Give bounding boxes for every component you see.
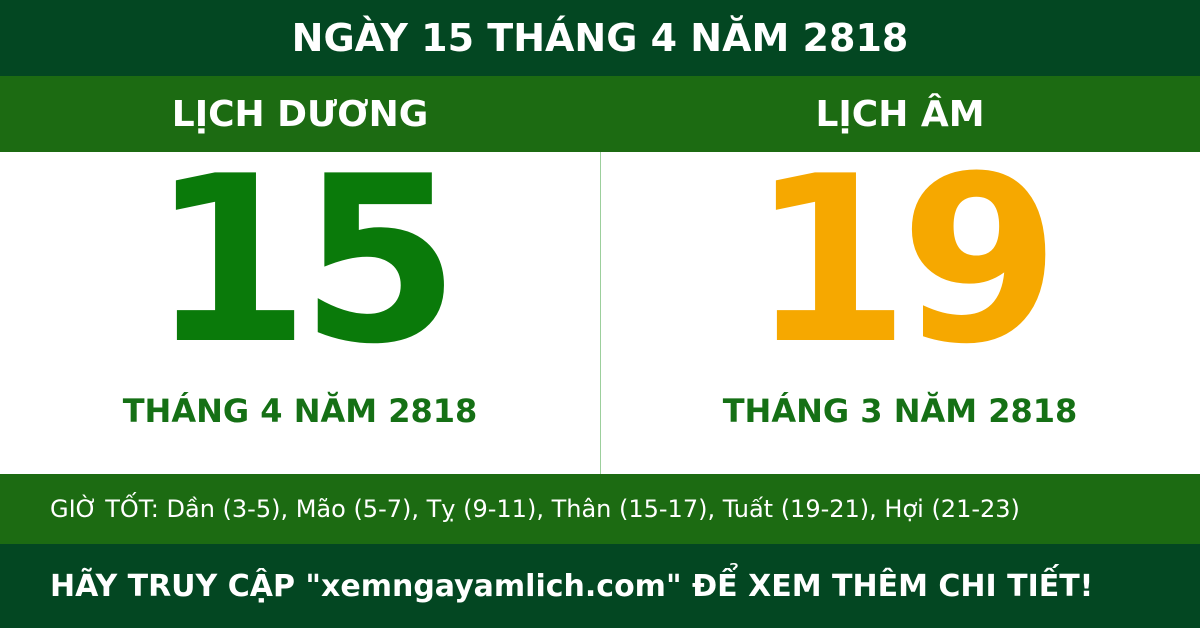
lunar-month-year: THÁNG 3 NĂM 2818 (722, 392, 1078, 430)
good-hours: GIỜ TỐT: Dần (3-5), Mão (5-7), Tỵ (9-11)… (0, 474, 1200, 544)
title: NGÀY 15 THÁNG 4 NĂM 2818 (0, 0, 1200, 76)
column-headers: LỊCH DƯƠNG LỊCH ÂM (0, 76, 1200, 152)
divider (600, 152, 601, 474)
lunar-day: 19 (749, 128, 1060, 395)
footer: HÃY TRUY CẬP "xemngayamlich.com" ĐỂ XEM … (0, 544, 1200, 628)
solar-month-year: THÁNG 4 NĂM 2818 (122, 392, 478, 430)
lunar-label: LỊCH ÂM (815, 93, 985, 135)
solar-label: LỊCH DƯƠNG (171, 93, 429, 135)
solar-day: 15 (149, 128, 460, 395)
